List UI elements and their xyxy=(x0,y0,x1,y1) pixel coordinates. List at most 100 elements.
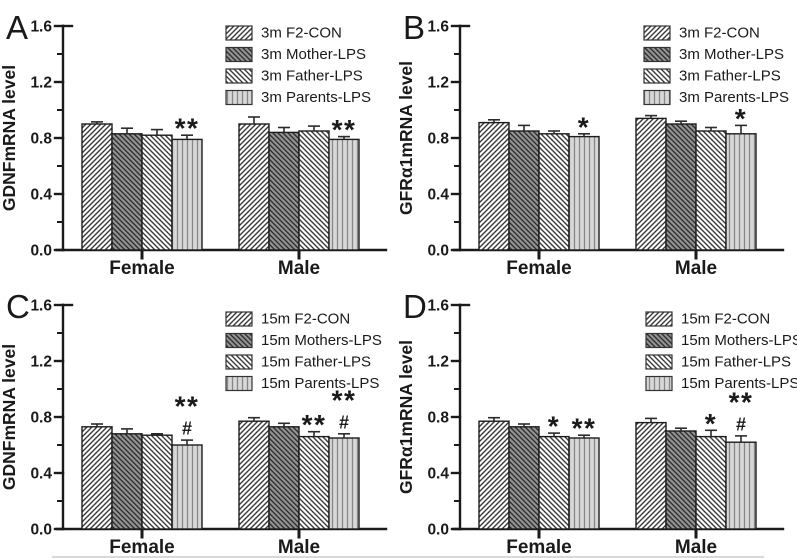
legend-label: 15m Mothers-LPS xyxy=(681,332,797,349)
bar-male-s3 xyxy=(328,138,360,251)
bar-female-s0 xyxy=(81,426,113,530)
error-bar xyxy=(578,133,590,137)
y-tick-label: 1.6 xyxy=(427,298,449,315)
legend-swatch-diag_up_white xyxy=(643,25,671,41)
bars-group xyxy=(81,116,360,251)
error-bar xyxy=(248,416,260,422)
y-tick-label: 1.2 xyxy=(427,75,449,92)
error-bar xyxy=(705,429,717,437)
significance-star-annotation: ** xyxy=(332,384,357,415)
error-bar xyxy=(181,439,193,445)
x-category-label: Female xyxy=(109,537,174,558)
x-category-label: Male xyxy=(675,258,717,279)
panel-c-chart: C GDNFmRNA level 0.0 0.4 0.8 1.2 1.6 Female Male… xyxy=(0,288,388,558)
bar-female-s3 xyxy=(568,437,600,530)
error-bar xyxy=(121,127,133,134)
error-bar xyxy=(91,121,103,124)
legend-label: 15m Father-LPS xyxy=(681,354,791,371)
significance-star-annotation: * xyxy=(705,408,717,439)
y-tick-label: 0.0 xyxy=(427,243,449,260)
bars-group xyxy=(81,416,360,530)
x-category-label: Male xyxy=(278,537,320,558)
significance-star-annotation: ** xyxy=(572,413,597,444)
figure-bottom-divider xyxy=(52,556,764,558)
legend-swatch-diag_down_white xyxy=(225,68,253,84)
legend-swatch-diag_up_white xyxy=(645,311,673,327)
panel-a-chart: A GDNFmRNA level 0.0 0.4 0.8 1.2 1.6 Female Male… xyxy=(0,9,388,279)
error-bar xyxy=(645,114,657,119)
error-bar xyxy=(518,423,530,427)
error-bar xyxy=(248,116,260,124)
bar-female-s3 xyxy=(171,138,203,251)
legend-label: 15m F2-CON xyxy=(261,311,350,328)
bar-female-s0 xyxy=(478,121,510,251)
error-bar xyxy=(308,430,320,437)
error-bar xyxy=(338,433,350,438)
x-category-label: Male xyxy=(278,258,320,279)
y-tick-label: 0.8 xyxy=(427,131,449,148)
error-bar xyxy=(121,428,133,434)
error-bar xyxy=(705,126,717,131)
error-bar xyxy=(675,427,687,431)
y-tick-label: 0.0 xyxy=(30,522,52,539)
bar-female-s2 xyxy=(538,435,570,530)
legend-label: 15m F2-CON xyxy=(681,311,770,328)
legend-label: 15m Parents-LPS xyxy=(681,375,797,392)
error-bar xyxy=(488,119,500,123)
legend xyxy=(643,25,671,106)
bar-female-s0 xyxy=(478,420,510,530)
significance-star-annotation: ** xyxy=(175,113,200,144)
y-tick-label: 0.8 xyxy=(30,131,52,148)
bar-male-s0 xyxy=(238,420,270,530)
error-bar xyxy=(548,432,560,437)
significance-hash-annotation: # xyxy=(736,414,746,434)
legend-swatch-diag_down_white xyxy=(643,68,671,84)
significance-star-annotation: * xyxy=(548,411,560,442)
bar-female-s2 xyxy=(141,134,173,251)
legend-swatch-vertical_light xyxy=(643,89,671,106)
legend-swatch-diag_down_white xyxy=(225,354,253,370)
error-bar xyxy=(675,120,687,124)
bar-female-s2 xyxy=(141,434,173,530)
y-tick-label: 0.4 xyxy=(30,466,52,483)
bar-female-s2 xyxy=(538,133,570,251)
bar-female-s0 xyxy=(81,123,113,251)
bar-male-s1 xyxy=(665,430,697,530)
x-category-label: Female xyxy=(109,258,174,279)
error-bar xyxy=(735,435,747,443)
bar-female-s1 xyxy=(111,433,143,530)
error-bar xyxy=(181,134,193,140)
y-tick-label: 0.8 xyxy=(427,410,449,427)
legend xyxy=(225,25,253,106)
y-tick-label: 1.6 xyxy=(427,19,449,36)
bar-male-s3 xyxy=(725,133,757,251)
bar-male-s1 xyxy=(268,131,300,251)
error-bar xyxy=(91,423,103,427)
legend-swatch-diag_up_white xyxy=(225,311,253,327)
legend-label: 15m Parents-LPS xyxy=(261,375,379,392)
legend-label: 15m Father-LPS xyxy=(261,354,371,371)
error-bar xyxy=(578,434,590,438)
bar-female-s1 xyxy=(508,426,540,530)
legend xyxy=(645,311,673,392)
error-bar xyxy=(151,433,163,436)
y-tick-label: 0.4 xyxy=(427,187,449,204)
significance-star-annotation: * xyxy=(735,103,747,134)
legend-swatch-vertical_light xyxy=(225,89,253,106)
legend-label: 3m Father-LPS xyxy=(261,68,363,85)
bar-male-s0 xyxy=(635,421,667,530)
legend-label: 3m Parents-LPS xyxy=(261,89,371,106)
legend-swatch-diag_down_gray xyxy=(643,46,671,63)
legend-swatch-vertical_light xyxy=(225,375,253,392)
bar-male-s2 xyxy=(695,130,727,251)
error-bar xyxy=(338,135,350,140)
bars-group xyxy=(478,114,757,251)
panel-letter: B xyxy=(403,9,425,46)
error-bar xyxy=(518,124,530,131)
panel-b-chart: B GFRα1mRNA level 0.0 0.4 0.8 1.2 1.6 Female Mal… xyxy=(396,9,789,279)
y-tick-label: 0.0 xyxy=(30,243,52,260)
bar-male-s0 xyxy=(635,117,667,251)
legend xyxy=(225,311,253,392)
legend-swatch-diag_down_gray xyxy=(225,46,253,63)
